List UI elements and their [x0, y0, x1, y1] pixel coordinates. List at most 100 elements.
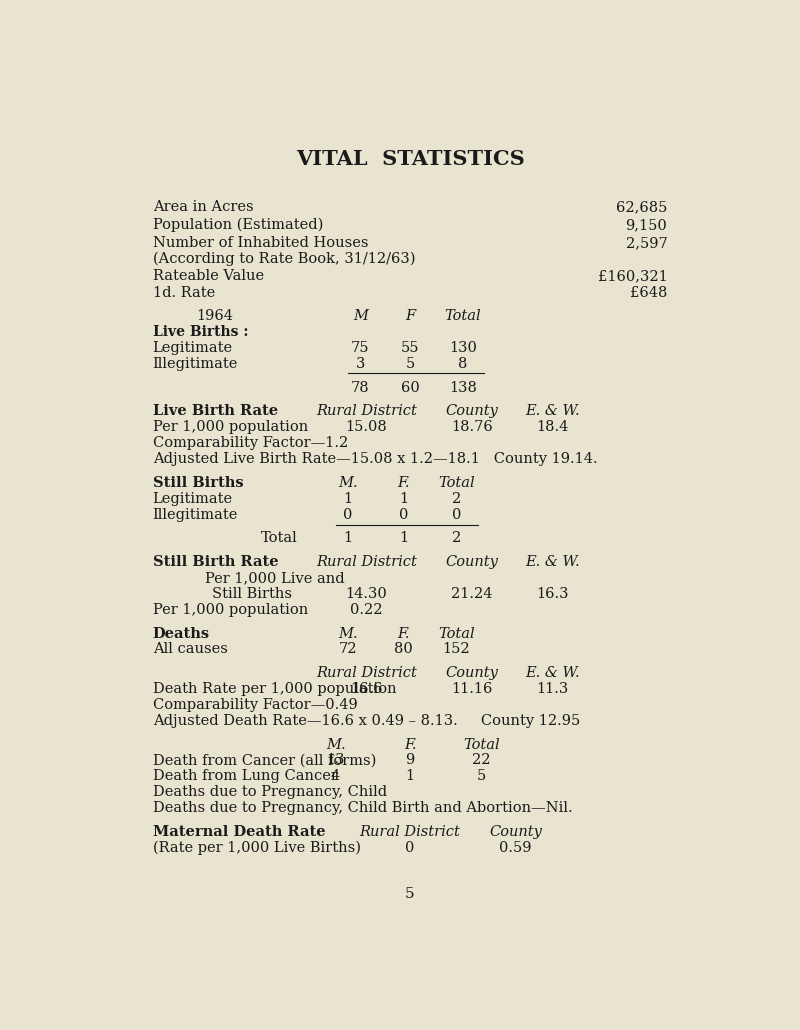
- Text: M.: M.: [338, 626, 358, 641]
- Text: Maternal Death Rate: Maternal Death Rate: [153, 825, 326, 838]
- Text: Per 1,000 Live and: Per 1,000 Live and: [206, 571, 345, 585]
- Text: Total: Total: [262, 531, 298, 546]
- Text: Legitimate: Legitimate: [153, 491, 233, 506]
- Text: 0.59: 0.59: [499, 840, 532, 855]
- Text: Rateable Value: Rateable Value: [153, 269, 264, 283]
- Text: Area in Acres: Area in Acres: [153, 200, 254, 214]
- Text: 9,150: 9,150: [626, 218, 667, 232]
- Text: 0: 0: [406, 840, 414, 855]
- Text: Per 1,000 population: Per 1,000 population: [153, 420, 308, 435]
- Text: 78: 78: [351, 381, 370, 394]
- Text: 55: 55: [401, 341, 419, 355]
- Text: Adjusted Live Birth Rate—15.08 x 1.2—18.1   County 19.14.: Adjusted Live Birth Rate—15.08 x 1.2—18.…: [153, 452, 598, 467]
- Text: County: County: [446, 666, 498, 680]
- Text: Rural District: Rural District: [359, 825, 461, 838]
- Text: £648: £648: [630, 285, 667, 300]
- Text: 3: 3: [356, 357, 365, 371]
- Text: Per 1,000 population: Per 1,000 population: [153, 603, 308, 617]
- Text: F: F: [405, 309, 415, 323]
- Text: 0: 0: [399, 508, 409, 521]
- Text: 22: 22: [472, 754, 490, 767]
- Text: F.: F.: [398, 626, 410, 641]
- Text: 9: 9: [406, 754, 414, 767]
- Text: Adjusted Death Rate—16.6 x 0.49 – 8.13.     County 12.95: Adjusted Death Rate—16.6 x 0.49 – 8.13. …: [153, 714, 580, 728]
- Text: Deaths: Deaths: [153, 626, 210, 641]
- Text: 1d. Rate: 1d. Rate: [153, 285, 215, 300]
- Text: Still Births: Still Births: [153, 476, 243, 490]
- Text: 4: 4: [331, 769, 340, 784]
- Text: M.: M.: [338, 476, 358, 490]
- Text: County: County: [489, 825, 542, 838]
- Text: M.: M.: [326, 737, 346, 752]
- Text: 2: 2: [452, 491, 461, 506]
- Text: 1: 1: [399, 491, 408, 506]
- Text: Total: Total: [438, 626, 475, 641]
- Text: VITAL  STATISTICS: VITAL STATISTICS: [296, 149, 524, 169]
- Text: Rural District: Rural District: [316, 405, 417, 418]
- Text: All causes: All causes: [153, 643, 227, 656]
- Text: 60: 60: [401, 381, 419, 394]
- Text: (Rate per 1,000 Live Births): (Rate per 1,000 Live Births): [153, 840, 361, 855]
- Text: Death from Cancer (all forms): Death from Cancer (all forms): [153, 754, 376, 767]
- Text: 0: 0: [343, 508, 353, 521]
- Text: 1: 1: [399, 531, 408, 546]
- Text: M: M: [353, 309, 368, 323]
- Text: 16.3: 16.3: [536, 587, 569, 600]
- Text: F.: F.: [404, 737, 416, 752]
- Text: 11.16: 11.16: [451, 682, 493, 696]
- Text: 1: 1: [406, 769, 414, 784]
- Text: 18.76: 18.76: [451, 420, 493, 435]
- Text: Still Birth Rate: Still Birth Rate: [153, 555, 278, 570]
- Text: 130: 130: [449, 341, 477, 355]
- Text: County: County: [446, 405, 498, 418]
- Text: 0.22: 0.22: [350, 603, 383, 617]
- Text: Illegitimate: Illegitimate: [153, 357, 238, 371]
- Text: Deaths due to Pregnancy, Child: Deaths due to Pregnancy, Child: [153, 785, 387, 799]
- Text: 14.30: 14.30: [346, 587, 387, 600]
- Text: Illegitimate: Illegitimate: [153, 508, 238, 521]
- Text: 80: 80: [394, 643, 413, 656]
- Text: 18.4: 18.4: [537, 420, 569, 435]
- Text: 75: 75: [351, 341, 370, 355]
- Text: Still Births: Still Births: [211, 587, 292, 600]
- Text: 5: 5: [406, 357, 414, 371]
- Text: Deaths due to Pregnancy, Child Birth and Abortion—Nil.: Deaths due to Pregnancy, Child Birth and…: [153, 801, 572, 815]
- Text: 2: 2: [452, 531, 461, 546]
- Text: 21.24: 21.24: [451, 587, 493, 600]
- Text: 13: 13: [326, 754, 345, 767]
- Text: Comparability Factor—1.2: Comparability Factor—1.2: [153, 437, 348, 450]
- Text: Comparability Factor—0.49: Comparability Factor—0.49: [153, 698, 358, 712]
- Text: 8: 8: [458, 357, 467, 371]
- Text: 1964: 1964: [196, 309, 233, 323]
- Text: Total: Total: [438, 476, 475, 490]
- Text: £160,321: £160,321: [598, 269, 667, 283]
- Text: Total: Total: [444, 309, 481, 323]
- Text: 15.08: 15.08: [346, 420, 387, 435]
- Text: 2,597: 2,597: [626, 236, 667, 250]
- Text: 152: 152: [442, 643, 470, 656]
- Text: E. & W.: E. & W.: [526, 555, 580, 570]
- Text: Total: Total: [463, 737, 500, 752]
- Text: 72: 72: [338, 643, 358, 656]
- Text: 1: 1: [343, 491, 353, 506]
- Text: F.: F.: [398, 476, 410, 490]
- Text: Population (Estimated): Population (Estimated): [153, 218, 323, 233]
- Text: 138: 138: [449, 381, 477, 394]
- Text: Rural District: Rural District: [316, 666, 417, 680]
- Text: 5: 5: [405, 888, 415, 901]
- Text: 0: 0: [452, 508, 461, 521]
- Text: Death from Lung Cancer: Death from Lung Cancer: [153, 769, 338, 784]
- Text: (According to Rate Book, 31/12/63): (According to Rate Book, 31/12/63): [153, 252, 415, 267]
- Text: E. & W.: E. & W.: [526, 405, 580, 418]
- Text: Live Births :: Live Births :: [153, 325, 248, 339]
- Text: Live Birth Rate: Live Birth Rate: [153, 405, 278, 418]
- Text: 16.6: 16.6: [350, 682, 383, 696]
- Text: County: County: [446, 555, 498, 570]
- Text: Death Rate per 1,000 population: Death Rate per 1,000 population: [153, 682, 396, 696]
- Text: Rural District: Rural District: [316, 555, 417, 570]
- Text: 1: 1: [343, 531, 353, 546]
- Text: E. & W.: E. & W.: [526, 666, 580, 680]
- Text: 62,685: 62,685: [616, 200, 667, 214]
- Text: 11.3: 11.3: [537, 682, 569, 696]
- Text: 5: 5: [477, 769, 486, 784]
